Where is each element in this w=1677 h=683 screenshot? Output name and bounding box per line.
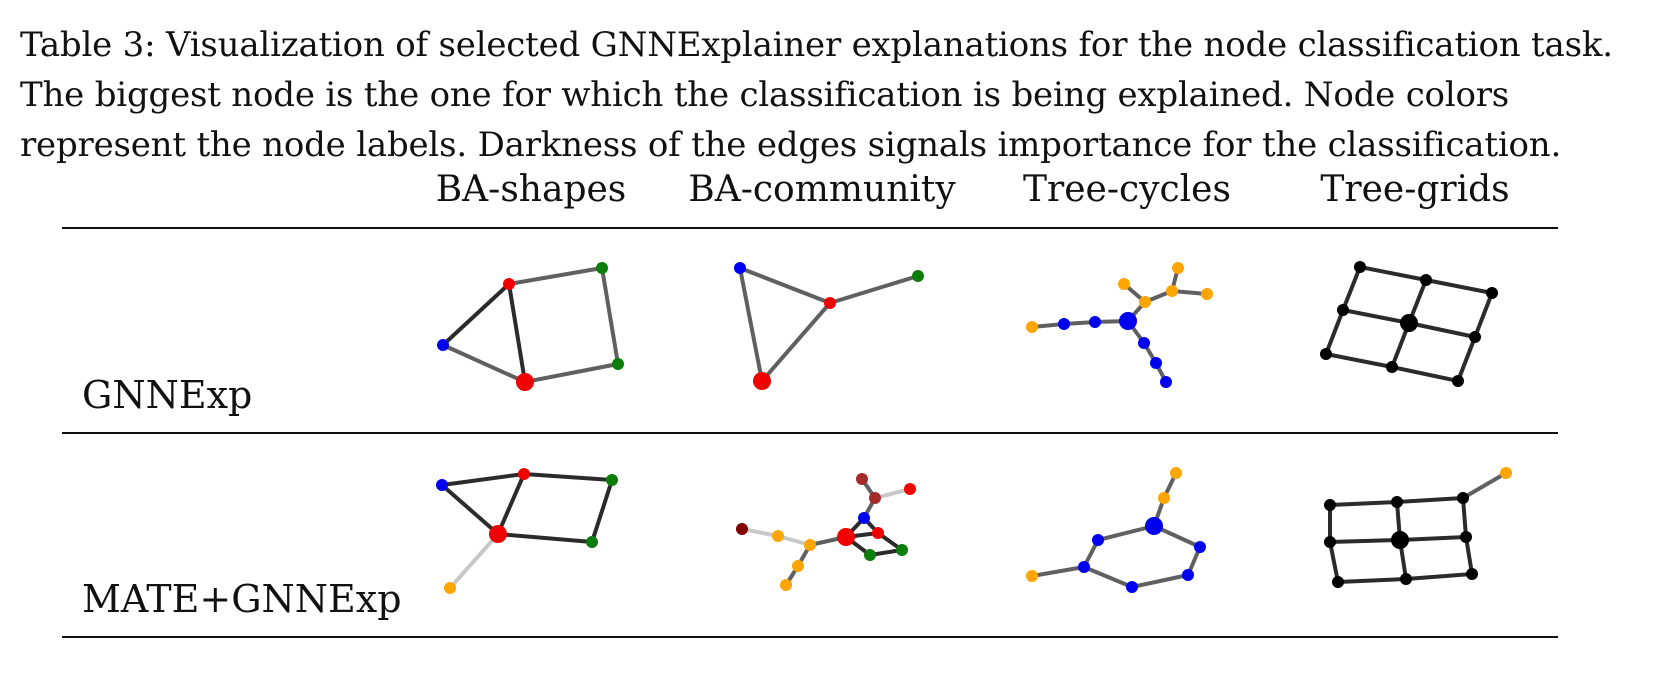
node	[1160, 376, 1172, 388]
row-label-gnnexp: GNNExp	[82, 373, 253, 417]
graph-mate-tree-cycles	[1026, 467, 1206, 593]
node	[824, 297, 836, 309]
node	[503, 278, 515, 290]
column-header-ba-shapes: BA-shapes	[435, 169, 627, 210]
table-mid-rule	[62, 432, 1558, 434]
column-header-tree-cycles: Tree-cycles	[1023, 169, 1231, 210]
column-header-ba-community: BA-community	[688, 169, 956, 210]
node	[1089, 316, 1101, 328]
edges	[441, 266, 620, 384]
graph-mate-tree-grids	[1324, 467, 1512, 588]
node	[1166, 285, 1178, 297]
graph-gnnexp-tree-grids	[1320, 261, 1498, 387]
graph-mate-ba-shapes	[436, 468, 618, 594]
node	[912, 270, 924, 282]
target-node	[837, 528, 855, 546]
caption-line-3: represent the node labels. Darkness of t…	[20, 125, 1562, 165]
node	[1172, 262, 1184, 274]
node	[1139, 296, 1151, 308]
node	[1138, 337, 1150, 349]
graph-gnnexp-ba-community	[734, 262, 924, 390]
graph-gnnexp-tree-cycles	[1026, 262, 1213, 388]
node	[612, 358, 624, 370]
caption-line-1: Table 3: Visualization of selected GNNEx…	[20, 25, 1613, 65]
target-node	[753, 372, 771, 390]
node	[1201, 288, 1213, 300]
target-node	[516, 373, 534, 391]
table-top-rule	[62, 227, 1558, 229]
node	[437, 339, 449, 351]
graph-mate-ba-community	[736, 473, 916, 591]
target-node	[1400, 314, 1418, 332]
target-node	[489, 525, 507, 543]
node	[1118, 278, 1130, 290]
table-caption: Table 3: Visualization of selected GNNEx…	[20, 20, 1616, 170]
node	[1026, 321, 1038, 333]
table-bottom-rule	[62, 636, 1558, 638]
graph-gnnexp-ba-shapes	[437, 262, 624, 391]
node	[1150, 357, 1162, 369]
node	[596, 262, 608, 274]
row-label-mate-gnnexp: MATE+GNNExp	[82, 577, 402, 621]
node	[734, 262, 746, 274]
caption-line-2: The biggest node is the one for which th…	[20, 75, 1510, 115]
target-node	[1145, 517, 1163, 535]
column-header-tree-grids: Tree-grids	[1320, 169, 1510, 210]
target-node	[1119, 312, 1137, 330]
node	[1058, 318, 1070, 330]
target-node	[1391, 531, 1409, 549]
